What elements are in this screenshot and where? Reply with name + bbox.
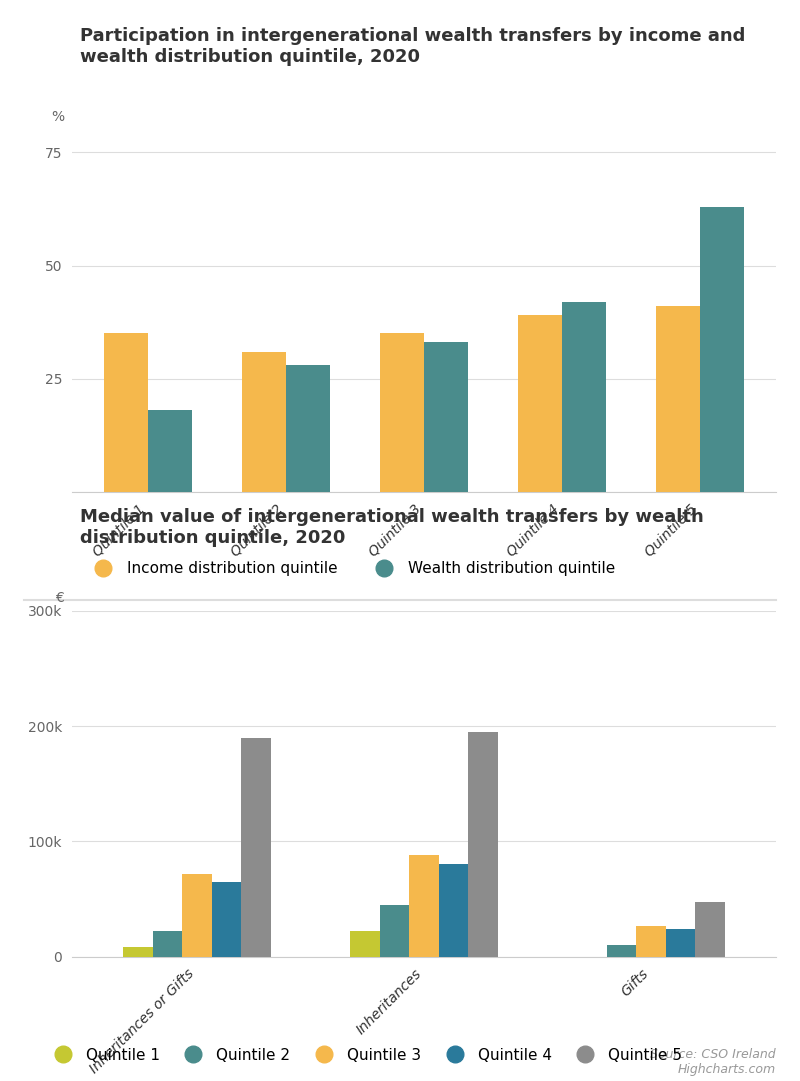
Bar	[562, 302, 606, 492]
Bar	[104, 333, 148, 492]
Text: Participation in intergenerational wealth transfers by income and
wealth distrib: Participation in intergenerational wealt…	[80, 27, 746, 66]
Bar	[695, 903, 725, 957]
Bar	[123, 947, 153, 957]
Bar	[148, 411, 192, 492]
Text: €: €	[55, 591, 64, 605]
Bar	[666, 929, 695, 957]
Bar	[468, 732, 498, 957]
Bar	[286, 365, 330, 492]
Bar	[518, 316, 562, 492]
Text: Median value of intergenerational wealth transfers by wealth
distribution quinti: Median value of intergenerational wealth…	[80, 508, 704, 547]
Bar	[700, 206, 744, 492]
Legend: Income distribution quintile, Wealth distribution quintile: Income distribution quintile, Wealth dis…	[88, 561, 615, 576]
Bar	[242, 351, 286, 492]
Bar	[410, 855, 438, 957]
Bar	[212, 882, 241, 957]
Bar	[241, 737, 270, 957]
Text: %: %	[51, 110, 64, 124]
Bar	[182, 873, 212, 957]
Bar	[607, 945, 636, 957]
Text: Source: CSO Ireland
Highcharts.com: Source: CSO Ireland Highcharts.com	[650, 1047, 776, 1076]
Bar	[350, 932, 380, 957]
Bar	[380, 333, 424, 492]
Bar	[636, 925, 666, 957]
Bar	[424, 343, 468, 492]
Bar	[153, 932, 182, 957]
Bar	[656, 306, 700, 492]
Bar	[438, 865, 468, 957]
Legend: Quintile 1, Quintile 2, Quintile 3, Quintile 4, Quintile 5: Quintile 1, Quintile 2, Quintile 3, Quin…	[48, 1047, 682, 1063]
Bar	[380, 905, 410, 957]
